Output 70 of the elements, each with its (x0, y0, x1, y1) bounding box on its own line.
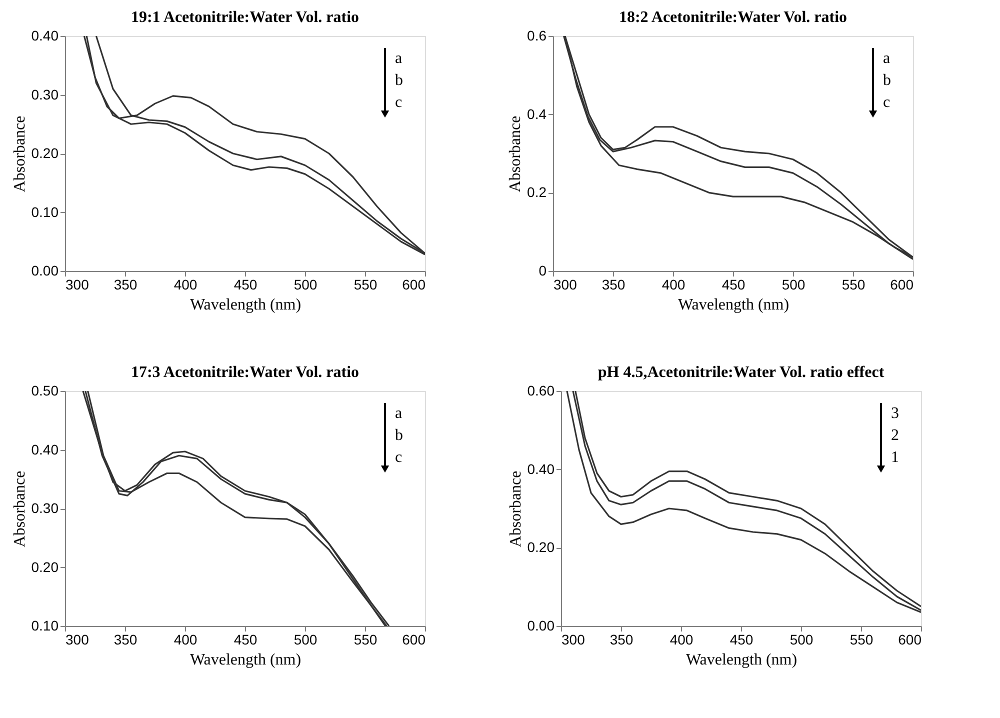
y-tick-label: 0.20 (31, 558, 59, 575)
x-tick-label: 550 (354, 632, 378, 648)
y-tick-label: 0.6 (527, 28, 547, 44)
x-tick-label: 350 (602, 276, 626, 292)
x-tick-label: 300 (66, 632, 90, 648)
y-tick-label: 0.40 (527, 460, 555, 477)
x-tick-label: 300 (554, 276, 578, 292)
x-tick-label: 600 (890, 276, 914, 292)
y-tick-label: 0.30 (31, 86, 59, 102)
annotation: 1 (891, 449, 899, 466)
x-tick-label: 450 (730, 632, 754, 648)
x-tick-label: 500 (294, 632, 318, 648)
y-tick-label: 0.40 (31, 441, 59, 458)
y-tick-label: 0.20 (31, 145, 59, 161)
x-tick-label: 400 (174, 276, 198, 292)
chart-title: 17:3 Acetonitrile:Water Vol. ratio (130, 364, 360, 381)
x-axis-title: Wavelength (nm) (686, 652, 798, 668)
x-tick-label: 300 (66, 276, 90, 292)
y-tick-label: 0.00 (527, 618, 555, 634)
annotation: c (395, 94, 402, 111)
x-tick-label: 600 (898, 632, 922, 648)
annotation: 2 (891, 427, 899, 444)
x-tick-label: 550 (842, 276, 866, 292)
annotation: 3 (891, 405, 899, 422)
x-axis-title: Wavelength (nm) (190, 652, 302, 668)
x-tick-label: 300 (562, 632, 586, 648)
x-tick-label: 350 (610, 632, 634, 648)
x-tick-label: 450 (234, 632, 258, 648)
y-tick-label: 0.20 (527, 539, 555, 556)
y-tick-label: 0 (538, 262, 547, 278)
annotation: c (395, 449, 402, 466)
annotation: b (395, 427, 403, 444)
y-tick-label: 0.2 (527, 184, 547, 200)
x-tick-label: 450 (234, 276, 258, 292)
chart-title: pH 4.5,Acetonitrile:Water Vol. ratio effect (598, 364, 885, 381)
x-tick-label: 550 (850, 632, 874, 648)
annotation: a (395, 405, 402, 422)
y-axis-title: Absorbance (11, 116, 28, 192)
y-tick-label: 0.60 (527, 382, 555, 398)
x-tick-label: 350 (114, 632, 138, 648)
x-tick-label: 550 (354, 276, 378, 292)
y-tick-label: 0.10 (31, 618, 59, 634)
y-tick-label: 0.10 (31, 204, 59, 220)
annotation: a (883, 50, 890, 67)
x-tick-label: 600 (402, 276, 426, 292)
y-axis-title: Absorbance (11, 470, 28, 548)
y-axis-title: Absorbance (507, 116, 524, 192)
x-tick-label: 600 (402, 632, 426, 648)
x-tick-label: 350 (114, 276, 138, 292)
x-tick-label: 500 (790, 632, 814, 648)
y-tick-label: 0.4 (527, 106, 547, 122)
chart-title: 18:2 Acetonitrile:Water Vol. ratio (618, 9, 848, 26)
y-tick-label: 0.00 (31, 262, 59, 278)
x-tick-label: 500 (782, 276, 806, 292)
x-tick-label: 400 (670, 632, 694, 648)
chart-title: 19:1 Acetonitrile:Water Vol. ratio (130, 9, 360, 26)
x-axis-title: Wavelength (nm) (678, 296, 790, 314)
x-tick-label: 400 (174, 632, 198, 648)
annotation: a (395, 50, 402, 67)
y-tick-label: 0.30 (31, 500, 59, 516)
y-tick-label: 0.50 (31, 382, 59, 398)
annotation: c (883, 94, 890, 111)
annotation: b (883, 72, 891, 89)
x-tick-label: 500 (294, 276, 318, 292)
x-tick-label: 450 (722, 276, 746, 292)
y-tick-label: 0.40 (31, 28, 59, 44)
y-axis-title: Absorbance (507, 470, 524, 548)
x-axis-title: Wavelength (nm) (190, 296, 302, 314)
x-tick-label: 400 (662, 276, 686, 292)
annotation: b (395, 72, 403, 89)
